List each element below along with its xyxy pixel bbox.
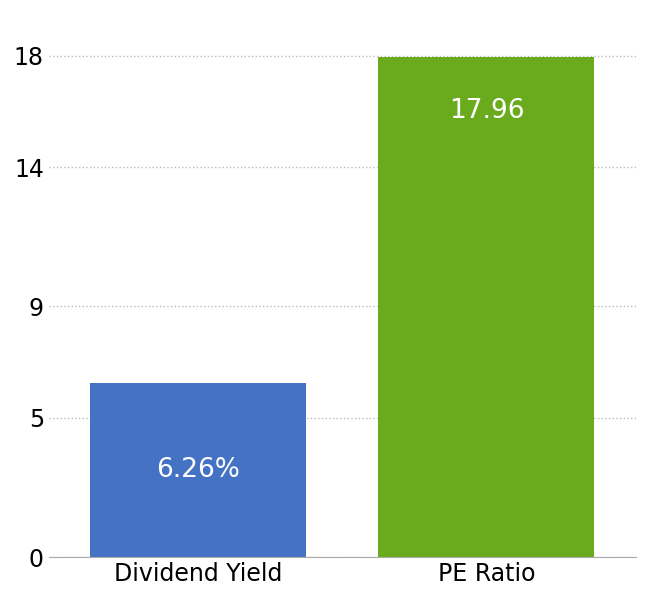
Text: 17.96: 17.96: [448, 98, 524, 124]
Bar: [378, 57, 594, 557]
Bar: [90, 383, 306, 557]
Text: 6.26%: 6.26%: [157, 457, 240, 483]
